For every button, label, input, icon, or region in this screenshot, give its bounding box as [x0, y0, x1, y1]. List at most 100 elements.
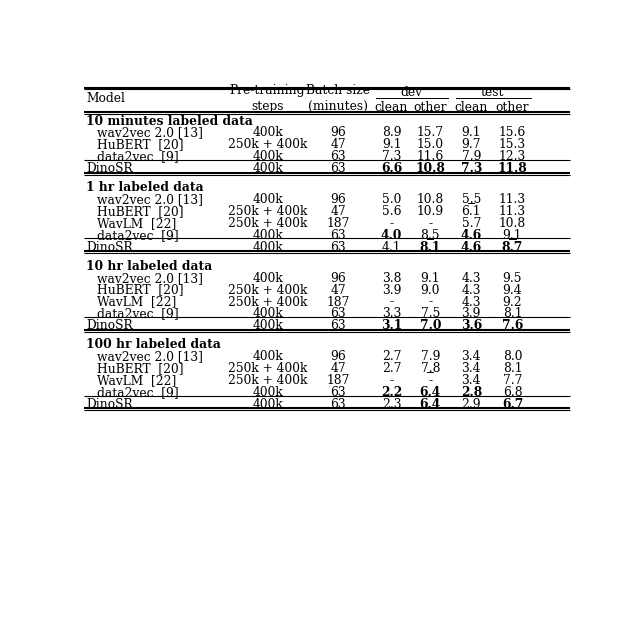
Text: data2vec  [9]: data2vec [9] — [97, 386, 179, 399]
Text: data2vec  [9]: data2vec [9] — [97, 307, 179, 320]
Text: 7.7: 7.7 — [503, 374, 522, 387]
Text: 400k: 400k — [252, 193, 283, 206]
Text: 63: 63 — [330, 386, 346, 399]
Text: 9.7: 9.7 — [461, 139, 481, 152]
Text: other: other — [413, 101, 447, 114]
Text: other: other — [496, 101, 529, 114]
Text: 9.4: 9.4 — [502, 283, 522, 297]
Text: HuBERT  [20]: HuBERT [20] — [97, 283, 184, 297]
Text: wav2vec 2.0 [13]: wav2vec 2.0 [13] — [97, 271, 203, 285]
Text: 9.0: 9.0 — [420, 283, 440, 297]
Text: 7.9: 7.9 — [420, 350, 440, 363]
Text: 6.1: 6.1 — [461, 205, 481, 218]
Text: 1 hr labeled data: 1 hr labeled data — [86, 181, 204, 194]
Text: 250k + 400k: 250k + 400k — [228, 362, 307, 375]
Text: 7.0: 7.0 — [420, 319, 441, 332]
Text: 250k + 400k: 250k + 400k — [228, 217, 307, 230]
Text: 250k + 400k: 250k + 400k — [228, 374, 307, 387]
Text: 8.1: 8.1 — [502, 307, 522, 320]
Text: 7.8: 7.8 — [420, 362, 440, 375]
Text: 400k: 400k — [252, 350, 283, 363]
Text: 400k: 400k — [252, 319, 283, 332]
Text: data2vec  [9]: data2vec [9] — [97, 229, 179, 242]
Text: 9.1: 9.1 — [502, 229, 522, 242]
Text: dev: dev — [400, 87, 422, 100]
Text: 7.9: 7.9 — [461, 150, 481, 164]
Text: 6.4: 6.4 — [420, 386, 441, 399]
Text: 3.4: 3.4 — [461, 350, 481, 363]
Text: -: - — [428, 374, 433, 387]
Text: 4.0: 4.0 — [381, 229, 402, 242]
Text: Batch size
(minutes): Batch size (minutes) — [306, 84, 370, 113]
Text: 2.8: 2.8 — [461, 386, 482, 399]
Text: 8.7: 8.7 — [502, 241, 523, 254]
Text: -: - — [390, 217, 394, 230]
Text: 4.3: 4.3 — [461, 295, 481, 308]
Text: 11.3: 11.3 — [499, 205, 526, 218]
Text: 96: 96 — [330, 193, 346, 206]
Text: HuBERT  [20]: HuBERT [20] — [97, 139, 184, 152]
Text: Pre-training
steps: Pre-training steps — [230, 84, 305, 113]
Text: 400k: 400k — [252, 229, 283, 242]
Text: 8.9: 8.9 — [381, 127, 401, 139]
Text: 5.0: 5.0 — [382, 193, 401, 206]
Text: 8.0: 8.0 — [502, 350, 522, 363]
Text: 47: 47 — [330, 283, 346, 297]
Text: 400k: 400k — [252, 307, 283, 320]
Text: DinoSR: DinoSR — [86, 319, 133, 332]
Text: clean: clean — [454, 101, 488, 114]
Text: 63: 63 — [330, 398, 346, 411]
Text: -: - — [428, 295, 433, 308]
Text: 400k: 400k — [252, 398, 283, 411]
Text: 400k: 400k — [252, 386, 283, 399]
Text: 11.3: 11.3 — [499, 193, 526, 206]
Text: -: - — [428, 217, 433, 230]
Text: 400k: 400k — [252, 271, 283, 285]
Text: 10.8: 10.8 — [499, 217, 526, 230]
Text: 3.4: 3.4 — [461, 362, 481, 375]
Text: WavLM  [22]: WavLM [22] — [97, 374, 176, 387]
Text: 8.5: 8.5 — [420, 229, 440, 242]
Text: 12.3: 12.3 — [499, 150, 526, 164]
Text: 5.5: 5.5 — [461, 193, 481, 206]
Text: 63: 63 — [330, 241, 346, 254]
Text: 400k: 400k — [252, 162, 283, 176]
Text: 10.9: 10.9 — [417, 205, 444, 218]
Text: WavLM  [22]: WavLM [22] — [97, 217, 176, 230]
Text: 63: 63 — [330, 229, 346, 242]
Text: 3.3: 3.3 — [382, 307, 401, 320]
Text: 7.3: 7.3 — [382, 150, 401, 164]
Text: 10 minutes labeled data: 10 minutes labeled data — [86, 115, 253, 127]
Text: 63: 63 — [330, 150, 346, 164]
Text: DinoSR: DinoSR — [86, 241, 133, 254]
Text: 250k + 400k: 250k + 400k — [228, 205, 307, 218]
Text: 11.8: 11.8 — [497, 162, 527, 176]
Text: 187: 187 — [326, 217, 350, 230]
Text: test: test — [480, 87, 504, 100]
Text: clean: clean — [375, 101, 408, 114]
Text: 10.8: 10.8 — [417, 193, 444, 206]
Text: 187: 187 — [326, 295, 350, 308]
Text: 400k: 400k — [252, 127, 283, 139]
Text: 96: 96 — [330, 127, 346, 139]
Text: 2.3: 2.3 — [382, 398, 401, 411]
Text: 15.3: 15.3 — [499, 139, 526, 152]
Text: WavLM  [22]: WavLM [22] — [97, 295, 176, 308]
Text: 187: 187 — [326, 374, 350, 387]
Text: 2.9: 2.9 — [461, 398, 481, 411]
Text: 63: 63 — [330, 307, 346, 320]
Text: 3.1: 3.1 — [381, 319, 402, 332]
Text: 6.4: 6.4 — [420, 398, 441, 411]
Text: 4.1: 4.1 — [382, 241, 401, 254]
Text: 4.6: 4.6 — [461, 229, 482, 242]
Text: 8.1: 8.1 — [502, 362, 522, 375]
Text: 4.3: 4.3 — [461, 271, 481, 285]
Text: 7.5: 7.5 — [420, 307, 440, 320]
Text: 2.2: 2.2 — [381, 386, 402, 399]
Text: 9.2: 9.2 — [502, 295, 522, 308]
Text: 10.8: 10.8 — [415, 162, 445, 176]
Text: 9.5: 9.5 — [502, 271, 522, 285]
Text: 9.1: 9.1 — [420, 271, 440, 285]
Text: 96: 96 — [330, 271, 346, 285]
Text: 5.7: 5.7 — [461, 217, 481, 230]
